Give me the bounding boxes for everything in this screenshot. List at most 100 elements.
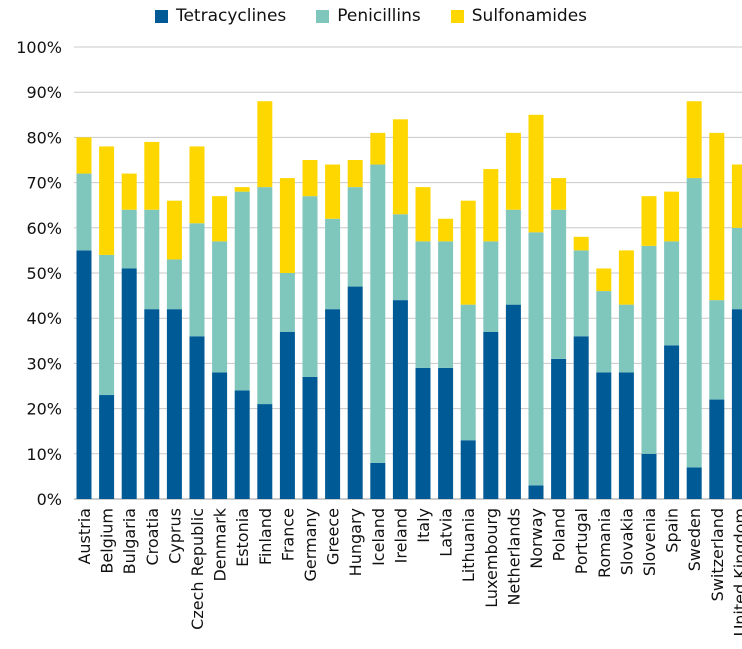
bar-sulfonamides-lithuania [460,200,476,305]
x-tick-label: Slovakia [617,508,636,575]
y-tick-label: 30% [26,354,62,373]
x-tick-label: Finland [256,508,275,565]
x-tick-label: Poland [550,508,569,561]
bar-penicillins-germany [302,196,318,377]
bar-penicillins-croatia [144,209,160,310]
bar-tetracyclines-austria [76,250,92,499]
bar-penicillins-hungary [347,187,363,287]
bar-sulfonamides-denmark [212,196,228,242]
bar-penicillins-spain [664,241,680,346]
bar-tetracyclines-ireland [392,300,408,499]
bar-sulfonamides-czech-republic [189,146,205,224]
y-tick-label: 40% [26,309,62,328]
bar-tetracyclines-norway [528,485,544,499]
bar-penicillins-united-kingdom [731,227,742,310]
bar-sulfonamides-spain [664,191,680,242]
bar-sulfonamides-romania [596,268,612,292]
bar-penicillins-estonia [234,191,250,391]
bar-penicillins-lithuania [460,304,476,441]
bar-sulfonamides-austria [76,137,92,174]
x-tick-labels: Austria Belgium Bulgaria Croatia Cyprus Czech… [75,507,742,636]
bar-sulfonamides-france [279,178,295,273]
bar-tetracyclines-hungary [347,286,363,499]
x-tick-label: Austria [75,508,94,565]
bar-tetracyclines-luxembourg [483,331,499,499]
x-tick-label: Hungary [346,508,365,576]
legend-label-tetracyclines: Tetracyclines [175,6,287,26]
bar-sulfonamides-sweden [686,101,702,179]
bar-tetracyclines-germany [302,376,318,499]
bar-tetracyclines-switzerland [709,399,725,499]
x-tick-label: Estonia [233,508,252,567]
legend-swatch-sulfonamides [450,9,464,23]
x-tick-label: United Kingdom [730,508,742,636]
x-tick-label: Lithuania [459,508,478,582]
legend-swatch-tetracyclines [154,9,168,23]
bar-tetracyclines-spain [664,345,680,499]
bar-penicillins-slovenia [641,245,657,454]
bar-penicillins-norway [528,232,544,486]
bar-tetracyclines-romania [596,372,612,499]
bar-tetracyclines-czech-republic [189,336,205,499]
legend-label-penicillins: Penicillins [337,6,421,26]
bar-sulfonamides-luxembourg [483,169,499,242]
bar-tetracyclines-greece [325,309,341,499]
bar-sulfonamides-switzerland [709,132,725,301]
bar-sulfonamides-estonia [234,187,250,192]
x-tick-label: Netherlands [504,508,523,606]
legend-item-sulfonamides: Sulfonamides [450,6,587,26]
bar-tetracyclines-france [279,331,295,499]
x-tick-label: Italy [414,508,433,543]
x-tick-label: Sweden [685,508,704,571]
bar-penicillins-latvia [438,241,454,368]
bar-penicillins-belgium [99,254,115,396]
y-tick-label: 20% [26,400,62,419]
x-tick-label: France [278,508,297,561]
y-tick-labels: 0% 10% 20% 30% 40% 50% 60% 70% 80% 90% 100% [16,38,62,509]
bar-penicillins-switzerland [709,300,725,400]
bar-penicillins-portugal [573,250,589,337]
y-tick-label: 80% [26,128,62,147]
y-tick-label: 70% [26,174,62,193]
bar-penicillins-iceland [370,164,386,463]
x-tick-label: Bulgaria [120,508,139,574]
bar-penicillins-sweden [686,178,702,468]
bar-tetracyclines-italy [415,367,431,499]
bar-sulfonamides-greece [325,164,341,219]
x-tick-label: Germany [301,508,320,582]
bar-tetracyclines-denmark [212,372,228,499]
bar-tetracyclines-cyprus [166,309,182,499]
bar-penicillins-romania [596,291,612,373]
bar-tetracyclines-sweden [686,467,702,499]
bar-penicillins-poland [551,209,567,359]
bar-sulfonamides-italy [415,187,431,242]
bar-penicillins-netherlands [505,209,521,305]
bar-tetracyclines-slovenia [641,453,657,499]
x-tick-label: Cyprus [165,508,184,564]
x-tick-label: Romania [595,508,614,578]
x-tick-label: Czech Republic [188,508,207,630]
bar-penicillins-denmark [212,241,228,373]
y-tick-label: 100% [16,38,62,57]
x-tick-label: Belgium [98,508,117,574]
bar-penicillins-slovakia [618,304,634,373]
legend: Tetracyclines Penicillins Sulfonamides [0,6,742,26]
bar-sulfonamides-netherlands [505,132,521,210]
bar-tetracyclines-portugal [573,336,589,499]
bar-sulfonamides-cyprus [166,200,182,260]
x-tick-label: Latvia [437,508,456,557]
bar-sulfonamides-portugal [573,236,589,251]
bar-tetracyclines-latvia [438,367,454,499]
y-tick-label: 90% [26,83,62,102]
x-tick-label: Luxembourg [482,508,501,608]
bar-penicillins-ireland [392,214,408,301]
bar-sulfonamides-poland [551,178,567,210]
bar-sulfonamides-slovenia [641,196,657,246]
bar-penicillins-france [279,273,295,332]
bar-penicillins-bulgaria [121,209,137,269]
x-tick-label: Spain [663,508,682,553]
y-tick-label: 50% [26,264,62,283]
y-tick-label: 60% [26,219,62,238]
bar-penicillins-greece [325,218,341,310]
